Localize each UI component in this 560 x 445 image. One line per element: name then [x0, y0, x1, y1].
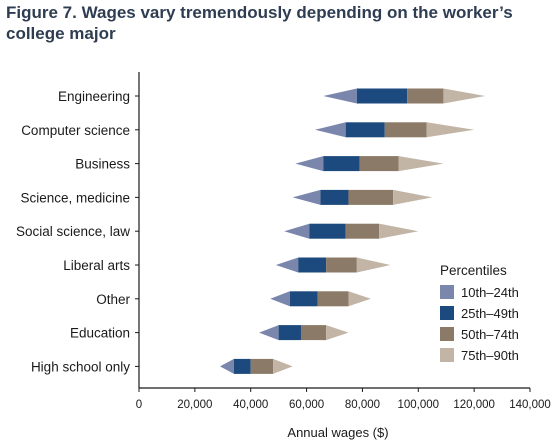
- segment-p10-p25: [219, 358, 234, 374]
- segment-p75-p90: [348, 291, 371, 307]
- segment-p50-p75: [345, 223, 380, 239]
- wage-range-bars: [219, 88, 486, 374]
- segment-p10-p25: [323, 88, 357, 104]
- segment-p25-p50: [233, 358, 251, 374]
- range-bar-other: [270, 291, 371, 307]
- segment-p25-p50: [278, 325, 301, 341]
- segment-p75-p90: [443, 88, 486, 104]
- legend-label: 50th–74th: [461, 327, 519, 342]
- x-tick-label: 60,000: [289, 399, 324, 411]
- x-tick-label: 20,000: [177, 399, 212, 411]
- segment-p75-p90: [398, 156, 444, 172]
- category-label-engineering: Engineering: [58, 89, 130, 104]
- chart-title-line-2: college major: [6, 24, 116, 43]
- x-tick-label: 120,000: [453, 399, 495, 411]
- segment-p25-p50: [356, 88, 408, 104]
- x-tick-label: 0: [136, 399, 142, 411]
- segment-p75-p90: [393, 189, 433, 205]
- segment-p10-p25: [259, 325, 279, 341]
- segment-p75-p90: [379, 223, 419, 239]
- x-tick-label: 100,000: [397, 399, 439, 411]
- legend: Percentiles 10th–24th 25th–49th 50th–74th 75…: [440, 263, 519, 363]
- segment-p50-p75: [359, 156, 399, 172]
- category-label-liberal-arts: Liberal arts: [63, 258, 130, 273]
- segment-p10-p25: [284, 223, 310, 239]
- segment-p10-p25: [295, 156, 324, 172]
- segment-p50-p75: [348, 189, 394, 205]
- x-axis-title: Annual wages ($): [287, 425, 388, 440]
- segment-p50-p75: [326, 257, 357, 273]
- category-labels: Engineering Computer science Business Scien…: [16, 89, 131, 374]
- range-bar-science-medicine: [292, 189, 433, 205]
- range-bar-business: [295, 156, 444, 172]
- legend-label: 25th–49th: [461, 306, 519, 321]
- range-bar-education: [259, 325, 349, 341]
- segment-p25-p50: [298, 257, 327, 273]
- segment-p75-p90: [356, 257, 391, 273]
- segment-p25-p50: [309, 223, 346, 239]
- chart-title: Figure 7. Wages vary tremendously depend…: [6, 2, 554, 44]
- segment-p25-p50: [289, 291, 318, 307]
- segment-p10-p25: [275, 257, 299, 273]
- segment-p25-p50: [320, 189, 349, 205]
- legend-swatch: [440, 285, 454, 299]
- range-bar-engineering: [323, 88, 486, 104]
- category-label-other: Other: [96, 292, 130, 307]
- segment-p10-p25: [270, 291, 290, 307]
- legend-item-1: 10th–24th: [440, 285, 519, 300]
- category-label-education: Education: [70, 326, 130, 341]
- category-label-computer-science: Computer science: [21, 123, 130, 138]
- legend-label: 10th–24th: [461, 285, 519, 300]
- segment-p50-p75: [407, 88, 444, 104]
- legend-title: Percentiles: [440, 263, 507, 278]
- segment-p10-p25: [292, 189, 321, 205]
- legend-swatch: [440, 306, 454, 320]
- segment-p50-p75: [300, 325, 327, 341]
- segment-p75-p90: [273, 358, 293, 374]
- range-bar-social-science-law: [284, 223, 419, 239]
- chart-title-line-1: Figure 7. Wages vary tremendously depend…: [6, 3, 513, 22]
- segment-p50-p75: [384, 122, 427, 138]
- segment-p75-p90: [426, 122, 475, 138]
- legend-swatch: [440, 327, 454, 341]
- category-label-social-science-law: Social science, law: [16, 224, 130, 239]
- x-axis-ticks: 0 20,000 40,000 60,000 80,000 100,000 120,000 1…: [136, 388, 551, 411]
- range-bar-liberal-arts: [275, 257, 391, 273]
- legend-label: 75th–90th: [461, 348, 519, 363]
- segment-p75-p90: [326, 325, 349, 341]
- legend-item-2: 25th–49th: [440, 306, 519, 321]
- segment-p25-p50: [345, 122, 385, 138]
- category-label-high-school-only: High school only: [31, 359, 130, 374]
- legend-item-3: 50th–74th: [440, 327, 519, 342]
- legend-swatch: [440, 348, 454, 362]
- axes: [135, 72, 530, 389]
- x-tick-label: 80,000: [345, 399, 380, 411]
- x-tick-label: 140,000: [509, 399, 551, 411]
- legend-item-4: 75th–90th: [440, 348, 519, 363]
- segment-p50-p75: [317, 291, 349, 307]
- segment-p10-p25: [314, 122, 346, 138]
- x-tick-label: 40,000: [233, 399, 268, 411]
- segment-p50-p75: [250, 358, 274, 374]
- category-label-science-medicine: Science, medicine: [20, 190, 130, 205]
- segment-p25-p50: [323, 156, 360, 172]
- category-label-business: Business: [75, 157, 130, 172]
- range-bar-computer-science: [314, 122, 475, 138]
- range-bar-high-school-only: [219, 358, 293, 374]
